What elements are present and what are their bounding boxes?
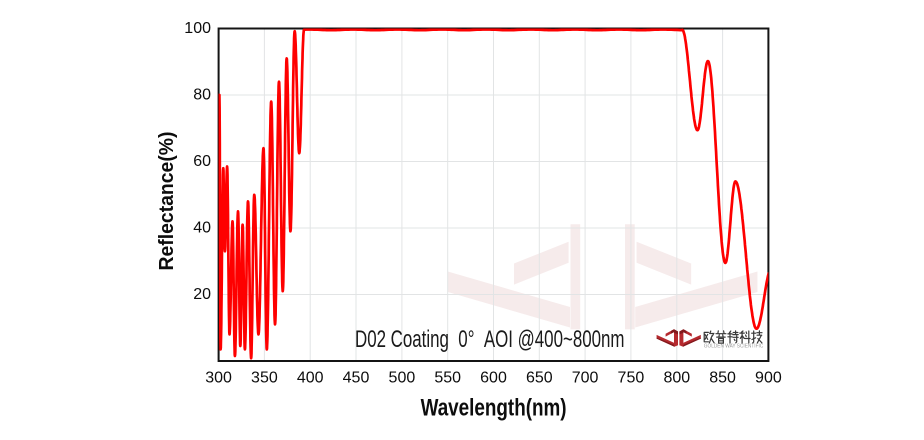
svg-text:100: 100: [184, 20, 211, 37]
svg-text:650: 650: [526, 370, 553, 387]
svg-text:20: 20: [193, 286, 211, 303]
svg-text:750: 750: [618, 370, 645, 387]
svg-text:550: 550: [434, 370, 461, 387]
svg-text:700: 700: [572, 370, 599, 387]
svg-text:850: 850: [709, 370, 736, 387]
svg-text:300: 300: [205, 370, 232, 387]
svg-text:60: 60: [193, 153, 211, 170]
svg-text:600: 600: [480, 370, 507, 387]
svg-text:Wavelength(nm): Wavelength(nm): [421, 395, 567, 422]
svg-text:D02 Coating 0° AOI @400~800n: D02 Coating 0° AOI @400~800nm: [355, 326, 625, 353]
svg-text:80: 80: [193, 86, 211, 103]
svg-text:450: 450: [343, 370, 370, 387]
svg-text:800: 800: [663, 370, 690, 387]
svg-text:500: 500: [389, 370, 416, 387]
svg-text:350: 350: [251, 370, 278, 387]
svg-text:400: 400: [297, 370, 324, 387]
svg-text:Reflectance(%): Reflectance(%): [156, 132, 178, 271]
svg-text:900: 900: [755, 370, 782, 387]
svg-text:GOLDEN WAY SCIENTIFIC: GOLDEN WAY SCIENTIFIC: [704, 344, 764, 350]
svg-text:40: 40: [193, 219, 211, 236]
